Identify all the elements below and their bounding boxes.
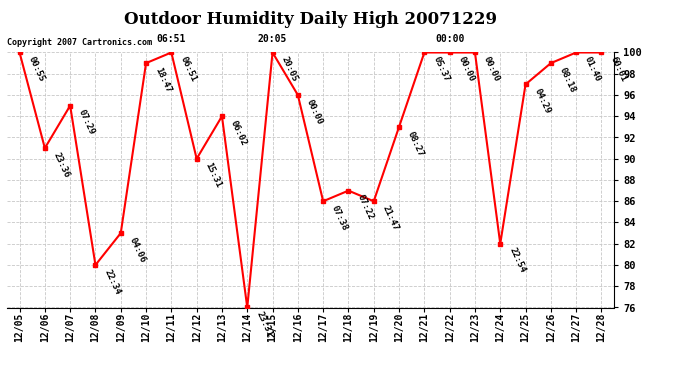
Text: 07:38: 07:38 bbox=[330, 204, 350, 232]
Text: 08:27: 08:27 bbox=[406, 130, 426, 158]
Text: 20:05: 20:05 bbox=[258, 34, 287, 44]
Text: 08:18: 08:18 bbox=[558, 66, 578, 94]
Text: 04:06: 04:06 bbox=[128, 236, 147, 264]
Text: Outdoor Humidity Daily High 20071229: Outdoor Humidity Daily High 20071229 bbox=[124, 11, 497, 28]
Text: 06:51: 06:51 bbox=[157, 34, 186, 44]
Text: 18:47: 18:47 bbox=[153, 66, 172, 94]
Text: 05:37: 05:37 bbox=[431, 55, 451, 84]
Text: 00:00: 00:00 bbox=[457, 55, 476, 84]
Text: 23:31: 23:31 bbox=[254, 310, 274, 339]
Text: 06:02: 06:02 bbox=[229, 119, 248, 147]
Text: 20:05: 20:05 bbox=[279, 55, 299, 84]
Text: 04:29: 04:29 bbox=[533, 87, 552, 116]
Text: 00:00: 00:00 bbox=[482, 55, 502, 84]
Text: 22:34: 22:34 bbox=[102, 268, 122, 296]
Text: 21:47: 21:47 bbox=[381, 204, 400, 232]
Text: 23:36: 23:36 bbox=[52, 151, 71, 179]
Text: 07:29: 07:29 bbox=[77, 108, 97, 136]
Text: 07:22: 07:22 bbox=[355, 194, 375, 222]
Text: Copyright 2007 Cartronics.com: Copyright 2007 Cartronics.com bbox=[7, 38, 152, 47]
Text: 06:51: 06:51 bbox=[178, 55, 198, 84]
Text: 15:31: 15:31 bbox=[204, 162, 223, 190]
Text: 00:00: 00:00 bbox=[435, 34, 464, 44]
Text: 01:40: 01:40 bbox=[583, 55, 602, 84]
Text: 00:00: 00:00 bbox=[305, 98, 324, 126]
Text: 60:01: 60:01 bbox=[609, 55, 628, 84]
Text: 22:54: 22:54 bbox=[507, 246, 526, 275]
Text: 00:55: 00:55 bbox=[26, 55, 46, 84]
